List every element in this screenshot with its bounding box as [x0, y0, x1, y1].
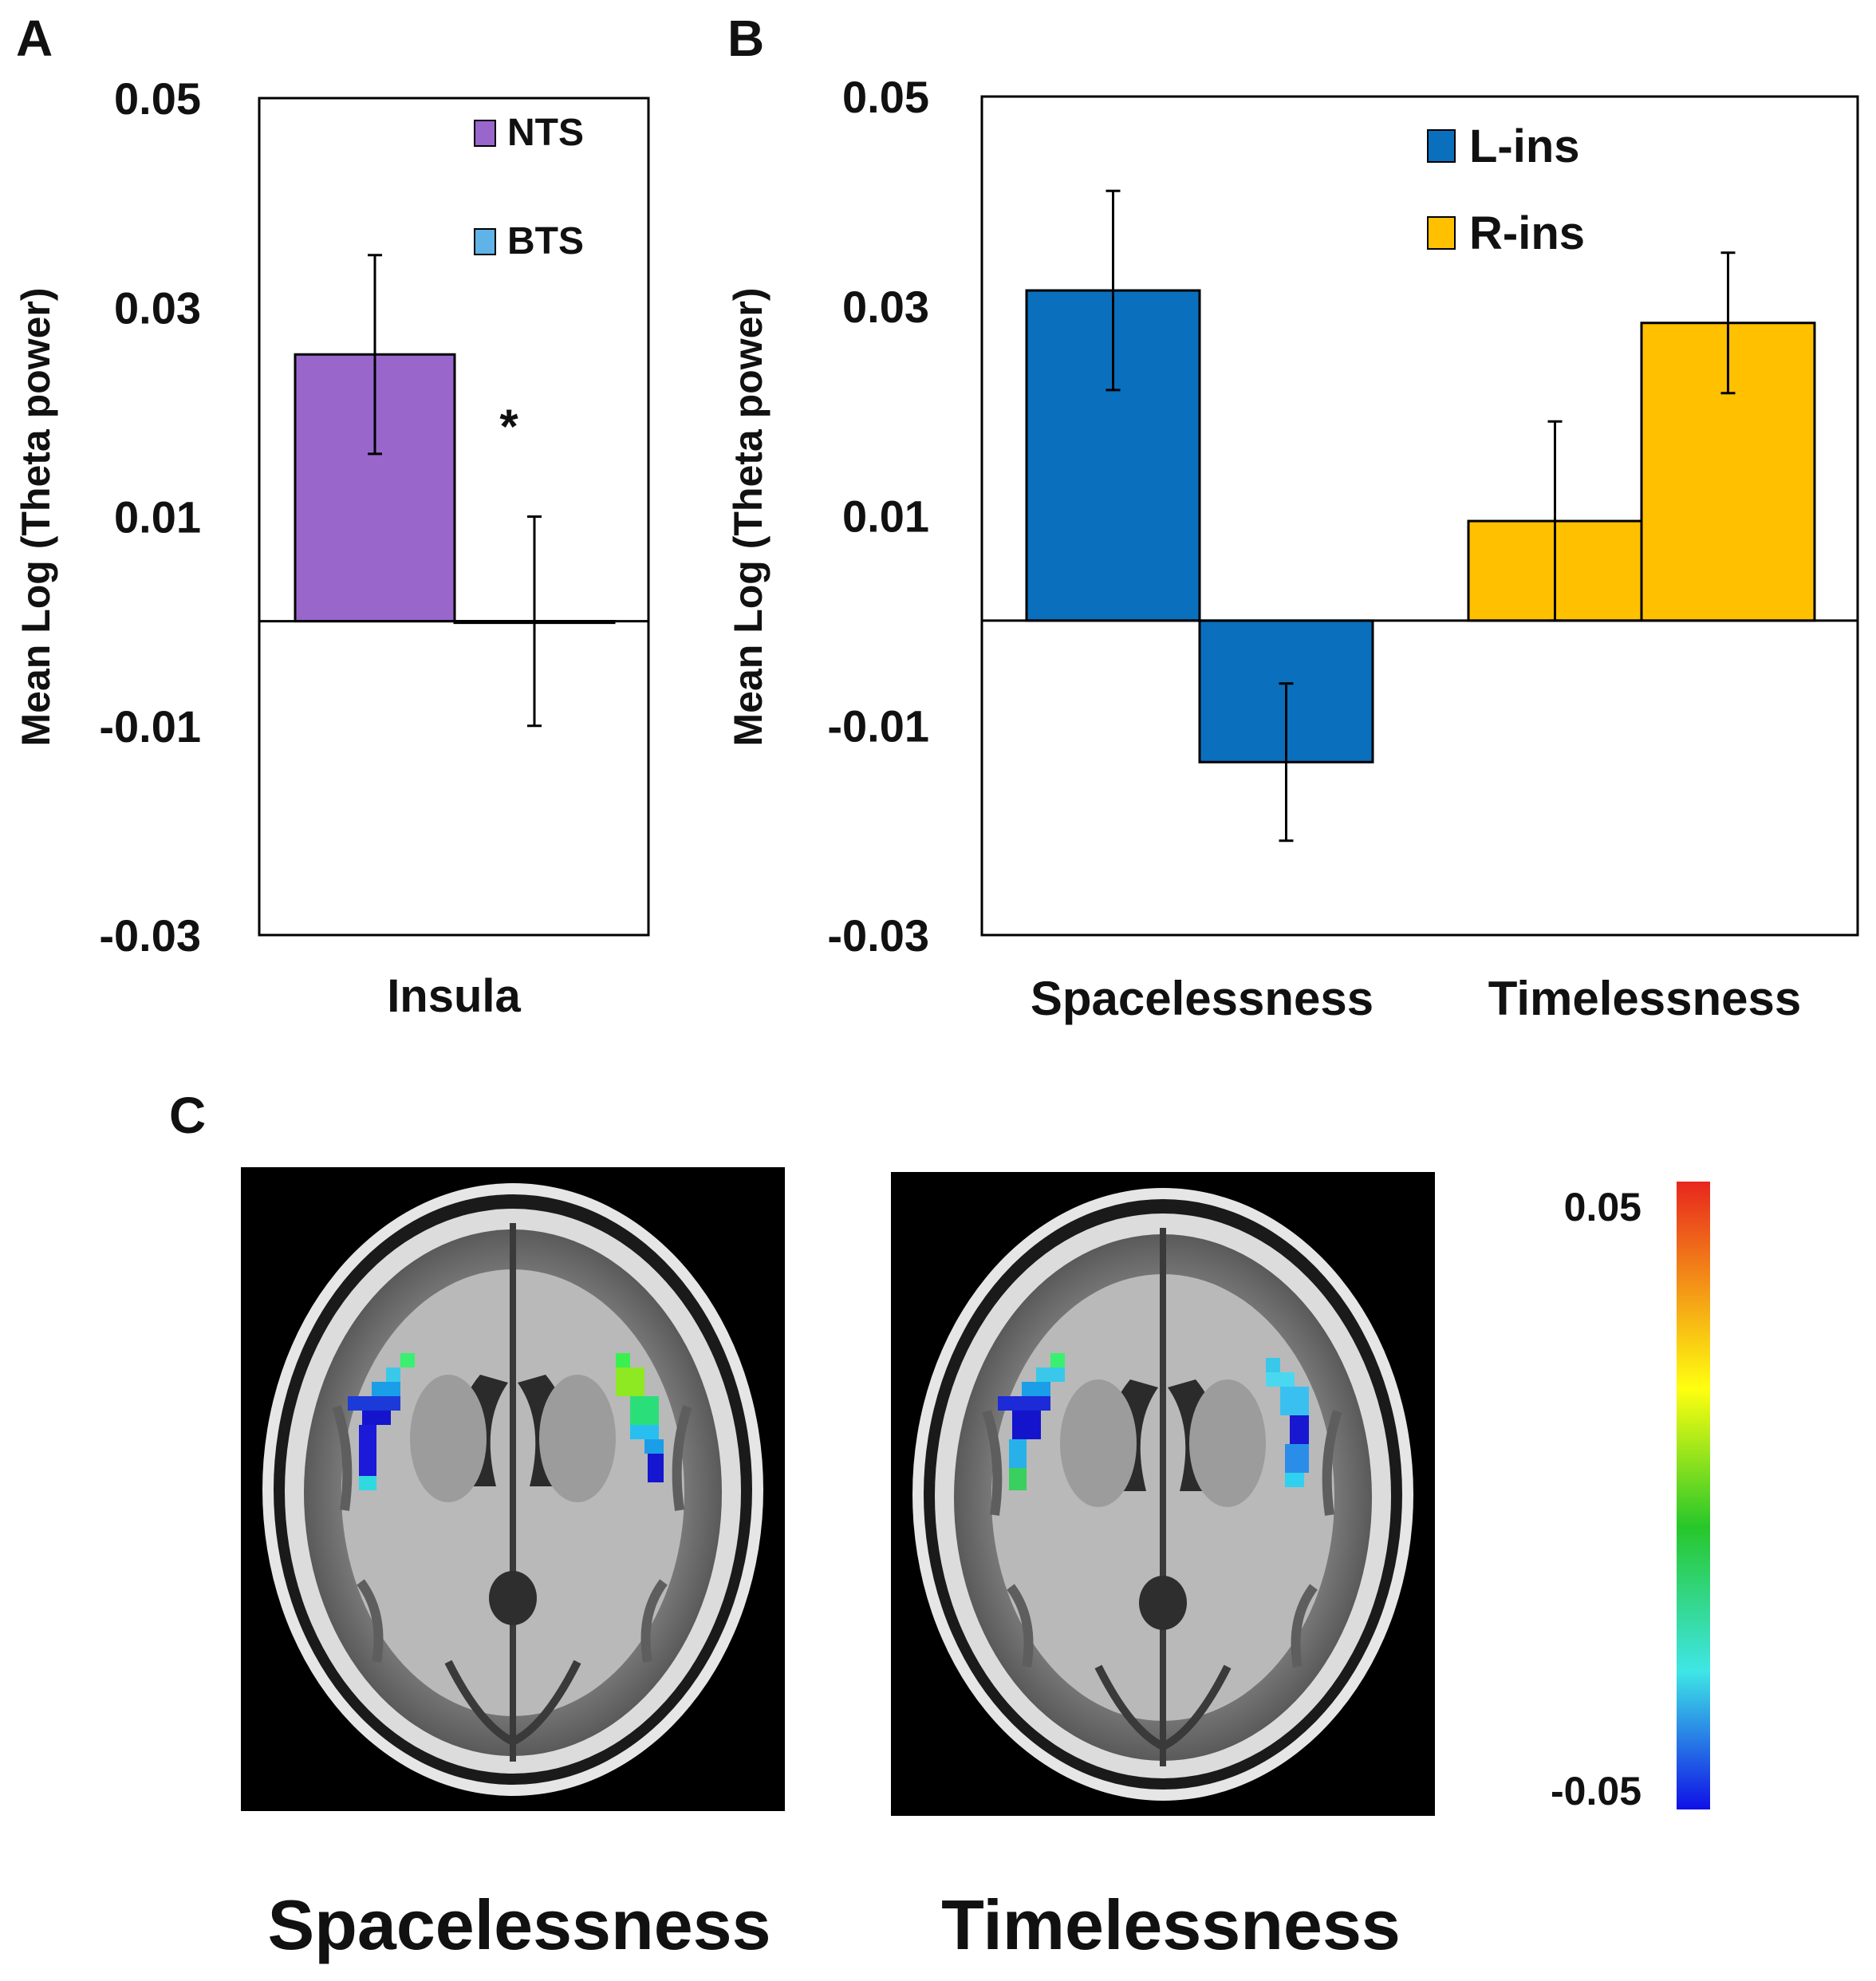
colorbar-min-label: -0.05: [1551, 1769, 1642, 1813]
chart-b-bars: [1025, 189, 1816, 843]
legend-bts-swatch: [474, 228, 496, 255]
chart-a-ytick: 0.05: [114, 73, 201, 124]
panel-label-c: C: [169, 1087, 206, 1144]
colorbar-max-label: 0.05: [1564, 1185, 1642, 1229]
colorbar: [1677, 1182, 1710, 1809]
chart-b-ytick: -0.03: [827, 910, 929, 961]
panel-label-b: B: [727, 10, 764, 67]
chart-a-ylabel: Mean Log (Theta power): [14, 288, 58, 747]
chart-a-ytick: -0.01: [99, 701, 201, 752]
legend-l-ins-swatch: [1427, 129, 1456, 163]
chart-a-significance: *: [499, 400, 518, 453]
chart-b-yticks: 0.05 0.03 0.01 -0.01 -0.03: [827, 72, 929, 961]
chart-a-ytick: 0.01: [114, 492, 201, 543]
legend-r-ins-label: R-ins: [1469, 207, 1585, 259]
chart-b-ytick: 0.01: [842, 491, 929, 542]
legend-bts-label: BTS: [507, 220, 584, 262]
chart-b-ytick: 0.03: [842, 282, 929, 332]
caption-timelessness: Timelessness: [941, 1885, 1401, 1964]
chart-b-ytick: 0.05: [842, 72, 929, 122]
chart-b-ylabel: Mean Log (Theta power): [726, 288, 770, 747]
chart-a-yticks: 0.05 0.03 0.01 -0.01 -0.03: [99, 73, 201, 961]
legend-nts-swatch: [474, 120, 496, 147]
panel-label-a: A: [16, 10, 53, 67]
legend-l-ins-label: L-ins: [1469, 120, 1580, 172]
chart-b-category-timelessness: Timelessness: [1488, 972, 1802, 1025]
chart-b-category-spacelessness: Spacelessness: [1031, 972, 1374, 1025]
chart-a-ytick: -0.03: [99, 910, 201, 961]
brain-image-timelessness: [891, 1172, 1435, 1816]
caption-spacelessness: Spacelessness: [267, 1885, 770, 1964]
chart-b: Mean Log (Theta power) 0.05 0.03 0.01 -0…: [726, 72, 1859, 1025]
chart-b-ytick: -0.01: [827, 700, 929, 751]
chart-a: Mean Log (Theta power) 0.05 0.03 0.01 -0…: [14, 73, 650, 1022]
chart-a-ytick: 0.03: [114, 282, 201, 333]
legend-r-ins-swatch: [1427, 216, 1456, 250]
brain-image-spacelessness: [241, 1167, 785, 1811]
legend-nts-label: NTS: [507, 112, 584, 154]
chart-a-category: Insula: [387, 970, 521, 1022]
